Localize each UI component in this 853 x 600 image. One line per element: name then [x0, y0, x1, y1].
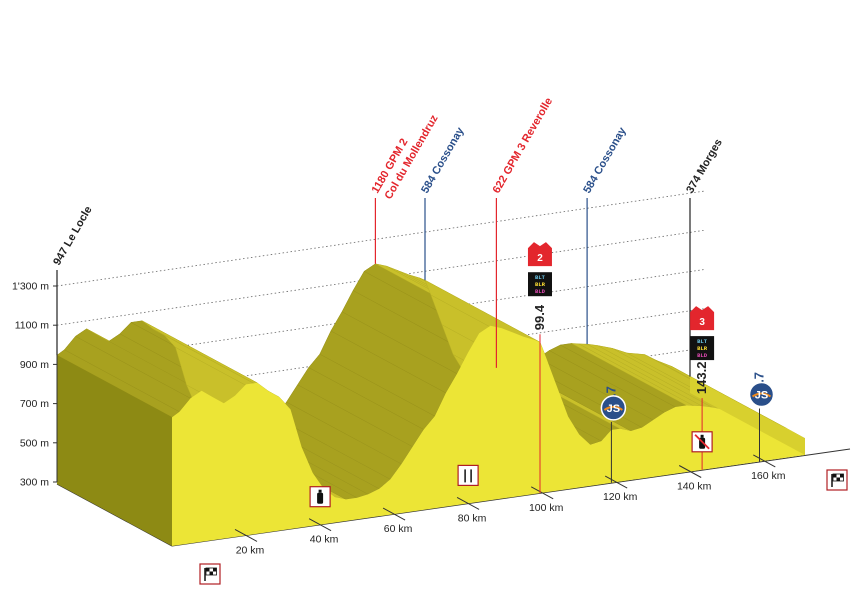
y-tick-label: 300 m	[20, 477, 49, 489]
y-tick-label: 500 m	[20, 437, 49, 449]
y-tick-label: 700 m	[20, 398, 49, 410]
profile-start-face	[57, 355, 172, 546]
fork-knife-icon	[457, 464, 479, 486]
grid-line	[56, 229, 706, 326]
x-tick	[530, 486, 554, 500]
no-sign-slash	[694, 434, 710, 450]
y-tick-label: 1'300 m	[12, 281, 49, 293]
flag-cloth	[205, 567, 217, 576]
x-tick	[234, 528, 258, 542]
climb-badge	[690, 306, 715, 331]
y-tick-label: 1100 m	[15, 320, 49, 332]
x-tick	[753, 454, 776, 468]
bottle-shape	[317, 492, 324, 504]
climb-badge	[527, 242, 552, 267]
sponsor-badge-text: BLT	[697, 338, 708, 345]
grid-line	[56, 190, 706, 287]
x-tick	[678, 465, 702, 478]
km-marker-label: 99.4	[532, 304, 547, 330]
sponsor-badge-text: BLT	[535, 274, 546, 281]
x-tick-label: 20 km	[236, 544, 265, 556]
sponsor-badge-text: BLD	[697, 352, 708, 359]
js-badge-text: JS	[607, 403, 620, 415]
profile-end-face	[690, 376, 805, 455]
js-badge-swoosh	[751, 392, 772, 398]
y-tick-label: 900 m	[20, 359, 49, 371]
js-badge-swoosh	[603, 405, 623, 411]
flag-check	[836, 477, 840, 481]
x-tick	[604, 475, 628, 489]
sponsor-badge	[528, 272, 552, 297]
flag-check	[209, 571, 213, 575]
x-tick-label: 60 km	[384, 523, 413, 535]
x-tick-label: 160 km	[751, 470, 786, 482]
x-tick-label: 40 km	[310, 534, 339, 546]
x-tick-label: 80 km	[458, 512, 487, 524]
sponsor-badge-text: BLD	[535, 288, 546, 295]
x-tick-label: 100 km	[529, 502, 564, 514]
bottle-cap	[700, 434, 704, 438]
x-tick-label: 120 km	[603, 491, 638, 503]
flag-check	[213, 568, 217, 572]
x-tick	[456, 496, 480, 510]
bottle-cap	[318, 489, 322, 493]
x-tick	[382, 507, 406, 521]
x-tick	[308, 518, 332, 532]
annotation-label: 584 Cossonay	[581, 125, 629, 196]
annotation-label: 947 Le Locle	[51, 204, 94, 267]
annotation-label: 374 Morges	[684, 137, 725, 195]
climb-badge-number: 3	[699, 317, 705, 328]
km-marker-label: 143.2	[694, 362, 709, 395]
js-badge-text: JS	[755, 390, 768, 402]
sponsor-badge-text: BLR	[697, 345, 708, 352]
x-axis-line	[171, 448, 851, 547]
x-tick-label: 140 km	[677, 481, 712, 493]
y-axis-layer: 300 m 500 m 700 m 900 m 1100 m 1'300 m	[12, 281, 58, 489]
annotation-label: 622 GPM 3 Reverolle	[491, 96, 556, 196]
sponsor-badge	[690, 336, 715, 361]
flag-check	[840, 474, 844, 478]
flag-check	[833, 474, 837, 478]
climb-badge-number: 2	[537, 253, 543, 264]
profile-layer	[56, 263, 806, 546]
flag-check	[206, 568, 210, 572]
x-tick-layer: 20 km 40 km 60 km 80 km 100 km 120 km 140 km 16…	[234, 454, 786, 556]
sponsor-badge-text: BLR	[535, 281, 546, 288]
profile-front-face	[172, 325, 805, 546]
flag-cloth	[832, 473, 844, 482]
